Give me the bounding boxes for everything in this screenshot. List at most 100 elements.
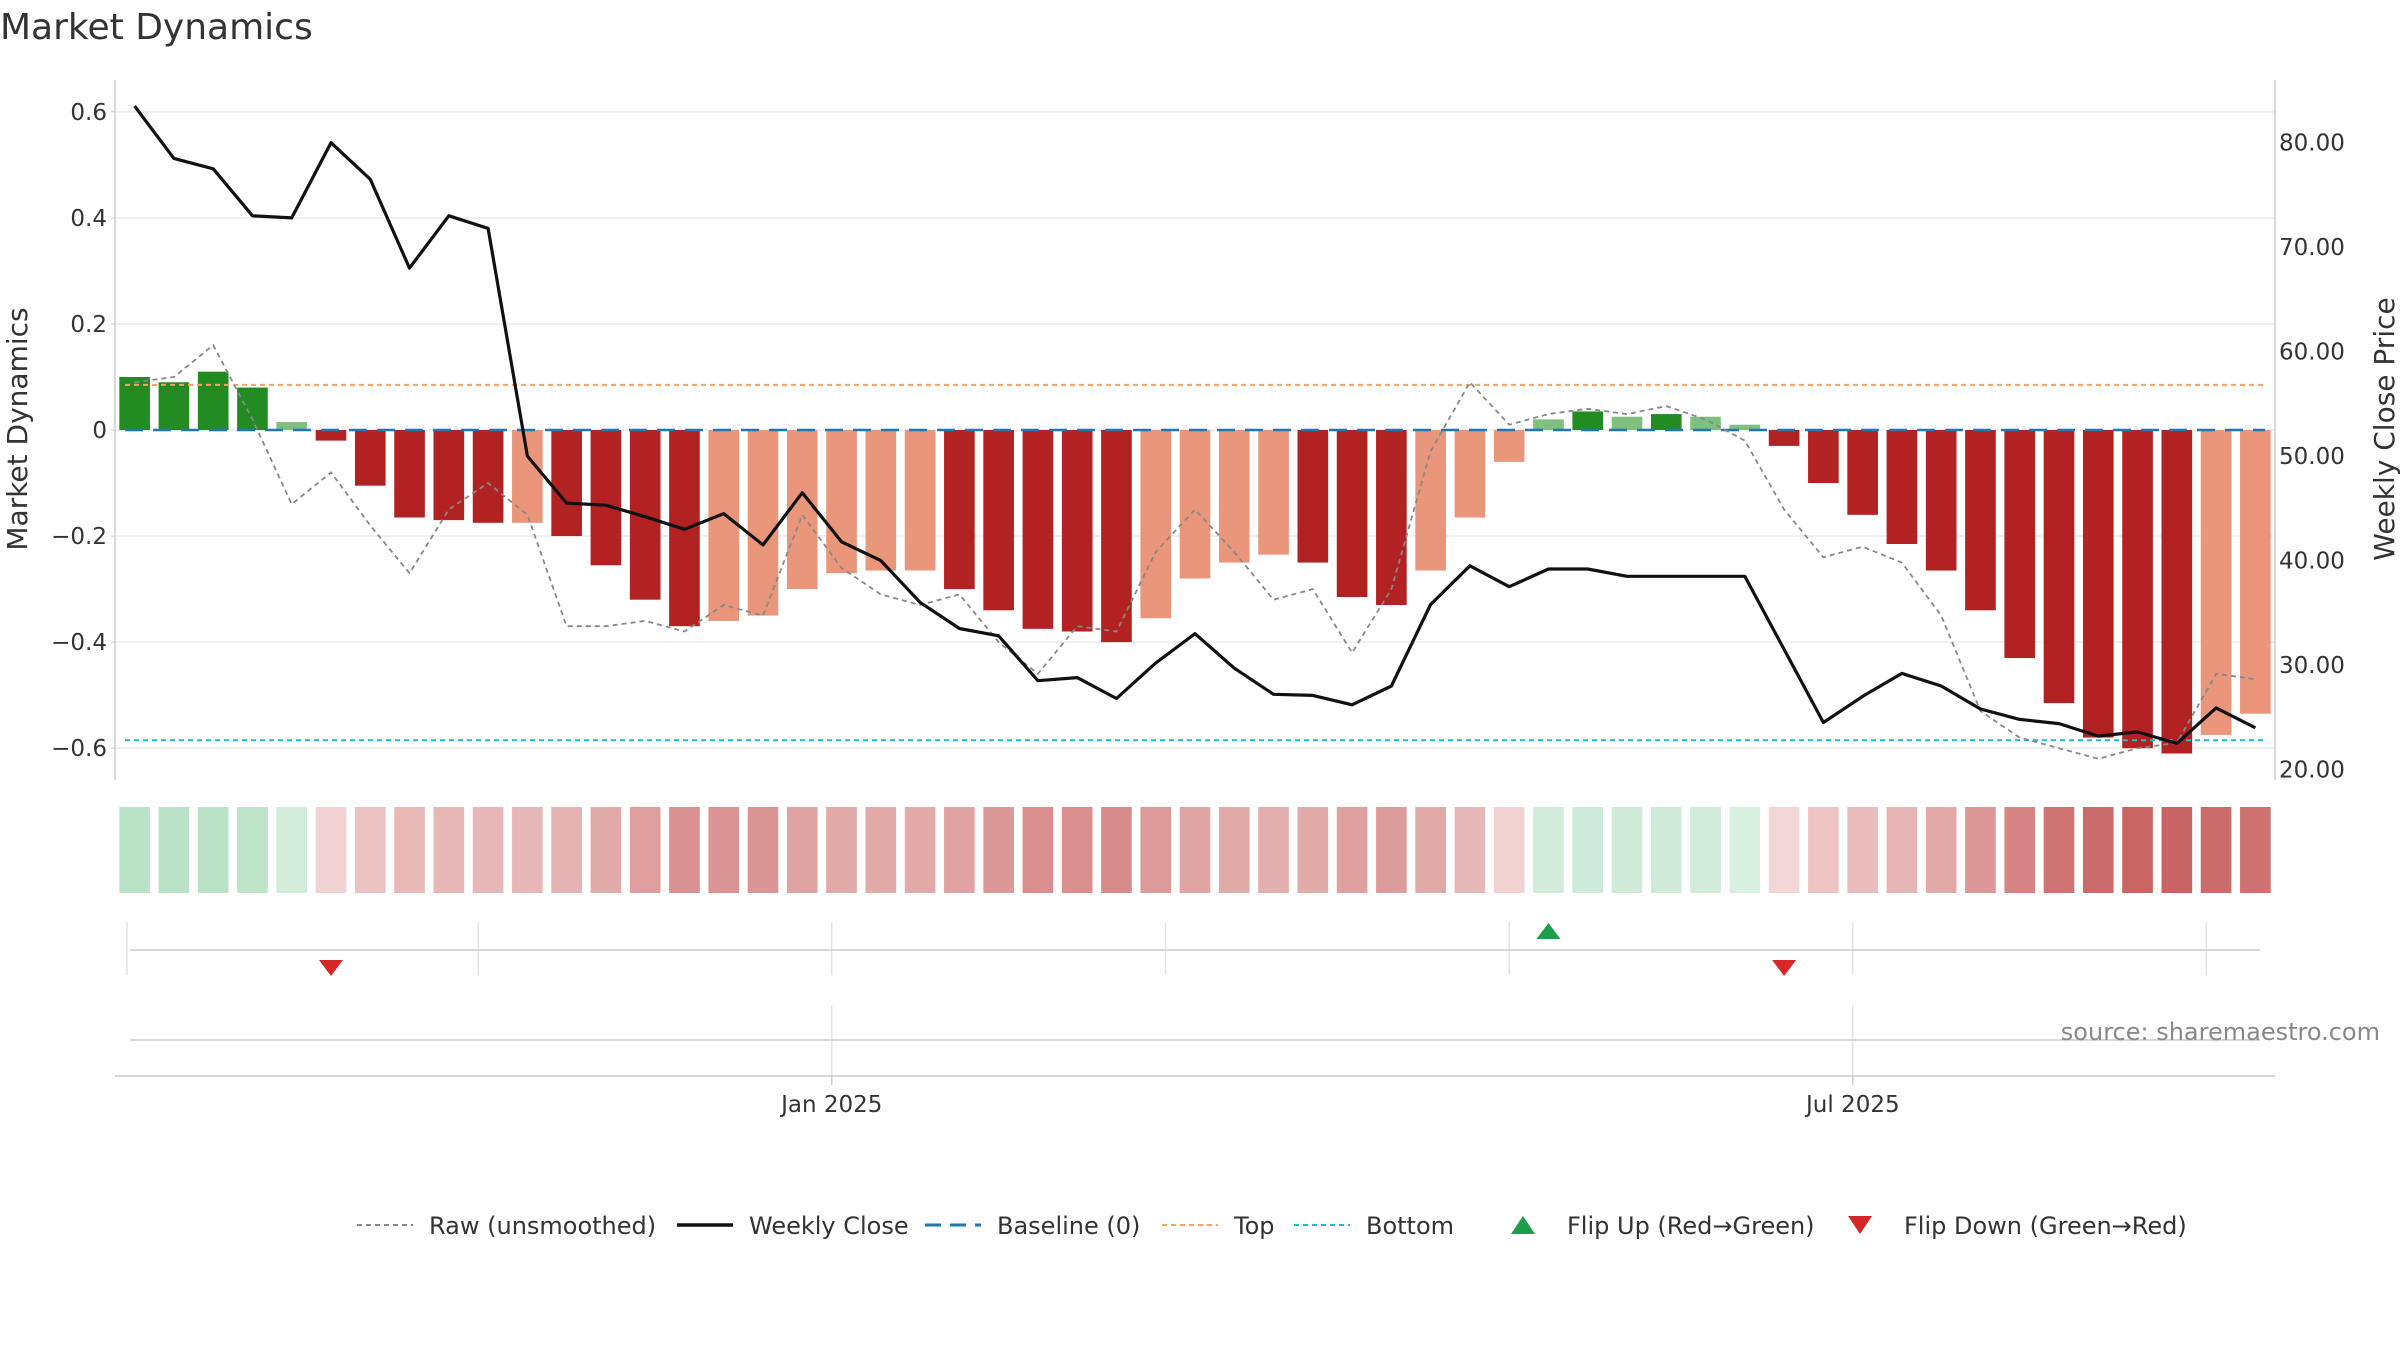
heat-cell [472, 807, 504, 893]
legend-item-flip-up: Flip Up (Red→Green) [1511, 1212, 1815, 1240]
momentum-bar [1572, 411, 1604, 430]
momentum-bar [1493, 430, 1525, 462]
heat-cell [1965, 807, 1996, 893]
y-right-tick-label: 20.00 [2279, 758, 2345, 784]
heat-cell [354, 807, 386, 893]
lower-panel: Jan 2025 Jul 2025 [115, 1005, 2275, 1118]
y-left-tick-label: 0.2 [70, 312, 107, 338]
heat-cell [708, 807, 740, 893]
momentum-bar [826, 430, 857, 574]
heat-cell [197, 807, 229, 893]
momentum-bar [354, 430, 386, 486]
heat-cell [158, 807, 190, 893]
line-series [133, 105, 2257, 760]
momentum-bar [1376, 430, 1407, 605]
y-right-tick-label: 80.00 [2279, 131, 2345, 157]
raw-unsmoothed-line [134, 343, 2256, 760]
heat-cell [1061, 807, 1093, 893]
momentum-bar [2161, 430, 2193, 754]
x-tick-label: Jan 2025 [779, 1092, 882, 1118]
heat-cell [433, 807, 465, 893]
momentum-bar [2082, 430, 2114, 738]
heat-cell [2004, 807, 2036, 893]
momentum-bar [2200, 430, 2232, 735]
legend-label: Flip Up (Red→Green) [1567, 1212, 1815, 1240]
heat-cell [394, 807, 425, 893]
heat-cell [1454, 807, 1486, 893]
y-right-tick-label: 40.00 [2279, 549, 2345, 575]
heat-cell [1572, 807, 1604, 893]
y-right-tick-label: 50.00 [2279, 444, 2345, 470]
momentum-bar [512, 430, 543, 523]
momentum-bar [2004, 430, 2036, 659]
y-right-tick-label: 70.00 [2279, 235, 2345, 261]
heat-cell [629, 807, 661, 893]
heat-cell [904, 807, 936, 893]
heat-cell [1179, 807, 1211, 893]
momentum-bar [1886, 430, 1918, 545]
flip-markers-panel [126, 922, 2260, 976]
heat-cell [944, 807, 975, 893]
heat-cell [1101, 807, 1132, 893]
momentum-bar [590, 430, 622, 566]
heat-cell [512, 807, 543, 893]
y-left-tick-label: 0 [92, 418, 107, 444]
legend: Raw (unsmoothed) Weekly Close Baseline (0)… [357, 1212, 2187, 1240]
momentum-bar [1258, 430, 1289, 555]
heat-cell [2122, 807, 2153, 893]
heat-cell [1415, 807, 1446, 893]
momentum-bar [237, 387, 268, 430]
heat-cell [747, 807, 779, 893]
legend-label: Top [1233, 1212, 1275, 1240]
heat-cell [1650, 807, 1682, 893]
heat-cell [1140, 807, 1172, 893]
heat-cell [1336, 807, 1368, 893]
momentum-bar [1415, 430, 1446, 571]
legend-label: Bottom [1366, 1212, 1454, 1240]
heat-cell [1376, 807, 1407, 893]
heat-cell [1690, 807, 1721, 893]
threshold-lines [125, 383, 2265, 742]
heat-cell [1022, 807, 1054, 893]
momentum-bar [865, 430, 897, 571]
y-left-tick-label: 0.6 [70, 100, 107, 126]
momentum-bar [2240, 430, 2271, 714]
momentum-bar [472, 430, 504, 523]
heat-cell [276, 807, 308, 893]
legend-item-bottom: Bottom [1294, 1212, 1454, 1240]
momentum-bar [1454, 430, 1486, 518]
heat-cell [2240, 807, 2271, 893]
heat-cell [1297, 807, 1329, 893]
momentum-bar [551, 430, 582, 537]
momentum-bar [1729, 424, 1761, 430]
y-left-tick-label: −0.4 [51, 630, 107, 656]
heat-cell [786, 807, 818, 893]
y-right-tick-label: 30.00 [2279, 653, 2345, 679]
momentum-bar [158, 382, 190, 430]
heat-cell [983, 807, 1014, 893]
legend-item-raw: Raw (unsmoothed) [357, 1212, 656, 1240]
heat-cell [1925, 807, 1957, 893]
momentum-bar [1611, 416, 1643, 430]
momentum-bar [394, 430, 425, 518]
x-tick-label: Jul 2025 [1804, 1092, 1900, 1118]
momentum-bar [1925, 430, 1957, 571]
heat-cell [669, 807, 700, 893]
heat-cell [1218, 807, 1250, 893]
momentum-bar [786, 430, 818, 590]
heat-cell [551, 807, 582, 893]
momentum-bar [1336, 430, 1368, 598]
momentum-bar [276, 422, 308, 430]
momentum-bar [1808, 430, 1839, 484]
heat-cell [1493, 807, 1525, 893]
chart-title: Market Dynamics [0, 7, 313, 48]
heat-cell [1611, 807, 1643, 893]
heat-cell [1533, 807, 1564, 893]
legend-swatch [1848, 1216, 1872, 1234]
momentum-bar [747, 430, 779, 616]
y-left-tick-label: 0.4 [70, 206, 107, 232]
heat-cell [2043, 807, 2075, 893]
momentum-bar [1101, 430, 1132, 643]
y-left-axis-title: Market Dynamics [1, 307, 34, 550]
heat-strip [119, 807, 2271, 893]
